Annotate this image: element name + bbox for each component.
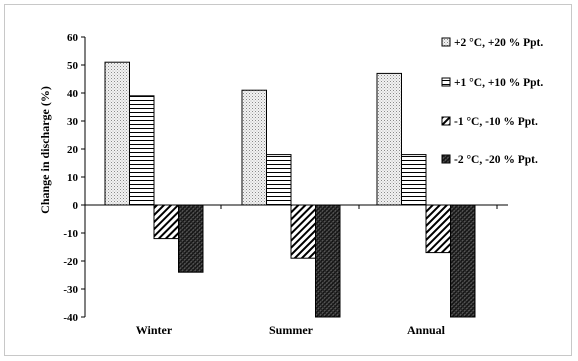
y-tick-label: 40 bbox=[67, 88, 79, 100]
category-label: Summer bbox=[269, 323, 314, 337]
y-tick-label: 20 bbox=[67, 144, 79, 156]
bar-annual-series-4 bbox=[450, 204, 476, 318]
category-label: Winter bbox=[136, 323, 173, 337]
y-tick-label: -20 bbox=[63, 256, 78, 268]
y-tick-label: 30 bbox=[67, 116, 79, 128]
bar-summer-series-4 bbox=[315, 204, 341, 318]
legend-swatch bbox=[441, 154, 451, 164]
y-tick-label: -30 bbox=[63, 284, 78, 296]
y-tick-label: 0 bbox=[73, 200, 79, 212]
bar-annual-series-1 bbox=[376, 72, 402, 206]
y-axis-title: Change in discharge (%) bbox=[38, 86, 52, 214]
y-tick-label: 60 bbox=[67, 32, 79, 44]
bar-summer-series-2 bbox=[266, 154, 292, 206]
bars-group bbox=[104, 61, 476, 318]
bar-winter-series-2 bbox=[129, 95, 155, 206]
legend-label: +2 °C, +20 % Ppt. bbox=[454, 37, 543, 49]
bar-annual-series-2 bbox=[401, 154, 427, 206]
legend-swatch bbox=[441, 116, 451, 126]
legend-label: -1 °C, -10 % Ppt. bbox=[454, 116, 538, 128]
legend-label: +1 °C, +10 % Ppt. bbox=[454, 77, 543, 89]
legend-label: -2 °C, -20 % Ppt. bbox=[454, 154, 538, 166]
category-label: Annual bbox=[407, 323, 446, 337]
bar-winter-series-3 bbox=[153, 204, 179, 240]
y-tick-label: 50 bbox=[67, 60, 79, 72]
bar-summer-series-3 bbox=[290, 204, 316, 259]
y-ticks-group: 60 50 40 30 20 10 0 -10 -20 -30 -40 bbox=[63, 32, 85, 324]
legend-swatch bbox=[441, 37, 451, 47]
y-tick-label: -40 bbox=[63, 312, 78, 324]
bar-winter-series-1 bbox=[104, 61, 130, 206]
legend: +2 °C, +20 % Ppt. +1 °C, +10 % Ppt. -1 °C,… bbox=[441, 37, 543, 166]
y-tick-label: -10 bbox=[63, 228, 78, 240]
y-tick-label: 10 bbox=[67, 172, 79, 184]
bar-winter-series-4 bbox=[178, 204, 204, 273]
bar-annual-series-3 bbox=[425, 204, 451, 254]
category-labels-group: Winter Summer Annual bbox=[136, 323, 446, 337]
bar-summer-series-1 bbox=[241, 89, 267, 206]
legend-swatch bbox=[441, 77, 451, 87]
